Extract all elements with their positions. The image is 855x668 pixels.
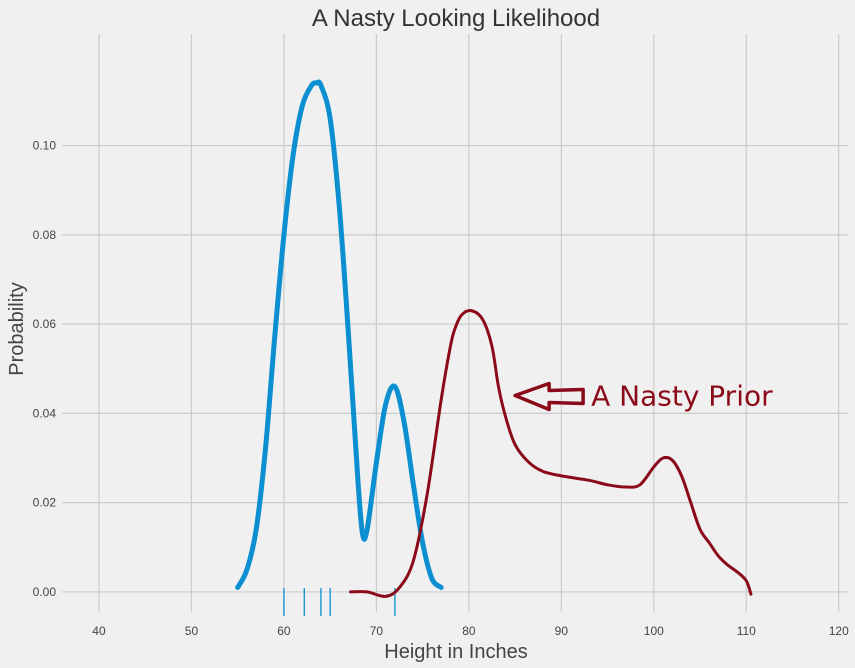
x-tick-label: 110 <box>737 624 756 638</box>
series-group <box>235 79 753 598</box>
y-axis-label: Probability <box>6 282 28 375</box>
y-tick-label: 0.08 <box>33 228 57 242</box>
prior-annotation-label: A Nasty Prior <box>591 380 773 413</box>
x-tick-label: 60 <box>277 624 291 638</box>
y-ticks: 0.00 0.02 0.04 0.06 0.08 0.10 <box>33 139 57 599</box>
prior-curve <box>349 309 753 598</box>
prior-annotation: A Nasty Prior <box>513 380 773 413</box>
y-tick-label: 0.10 <box>33 139 57 153</box>
rug-marks <box>283 588 396 616</box>
grid <box>62 34 848 612</box>
x-tick-label: 50 <box>185 624 199 638</box>
y-tick-label: 0.02 <box>33 496 57 510</box>
x-tick-label: 80 <box>462 624 476 638</box>
y-tick-label: 0.04 <box>33 406 57 420</box>
x-tick-label: 90 <box>555 624 569 638</box>
y-tick-label: 0.06 <box>33 317 57 331</box>
x-tick-label: 100 <box>644 624 664 638</box>
x-tick-label: 70 <box>370 624 384 638</box>
likelihood-curve <box>235 79 444 590</box>
y-tick-label: 0.00 <box>33 585 57 599</box>
x-axis-label: Height in Inches <box>384 641 527 663</box>
chart-title: A Nasty Looking Likelihood <box>312 5 600 32</box>
x-tick-label: 40 <box>92 624 106 638</box>
x-tick-label: 120 <box>829 624 849 638</box>
x-ticks: 40 50 60 70 80 90 100 110 120 <box>92 624 849 638</box>
left-arrow-icon <box>513 381 585 412</box>
